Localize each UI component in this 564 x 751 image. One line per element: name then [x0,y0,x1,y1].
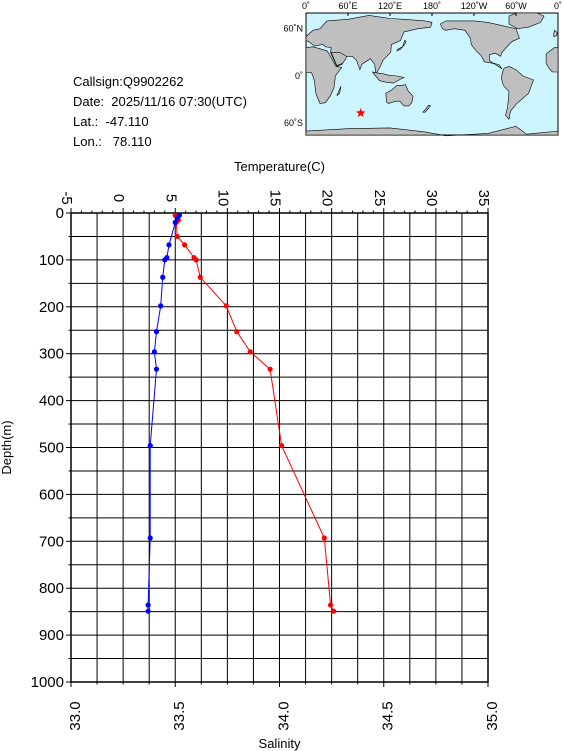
depth-tick-label: 1000 [31,674,64,691]
japan-landmass [396,40,407,52]
salinity-tick-label: 35.0 [484,701,501,730]
salinity-point [153,329,160,335]
south-america-landmass [500,66,534,120]
depth-tick-label: 0 [56,205,64,222]
map-top-label: 0˚ [554,1,562,11]
salinity-point [158,303,164,309]
temperature-tick-label: 30 [423,190,440,207]
chart-grid [71,213,488,682]
depth-tick-label: 400 [39,393,64,410]
arabia-landmass [330,52,347,67]
africa-landmass [305,46,343,104]
temperature-tick-label: 25 [371,190,388,207]
temperature-point [267,366,273,372]
depth-tick-label: 300 [39,346,64,363]
salinity-point [147,443,153,449]
salinity-point [153,366,160,372]
salinity-point [162,257,168,263]
salinity-point [151,349,157,355]
temperature-point [182,242,188,248]
world-map: 0˚ 60˚E 120˚E 180˚ 120˚W 60˚W 0˚ 60˚N 0˚ 60˚S [283,1,562,137]
salinity-axis-title: Salinity [259,736,301,751]
temperature-point [223,303,229,309]
temperature-tick-label: 0 [110,194,127,202]
depth-tick-label: 800 [39,580,64,597]
temperature-point [197,274,203,280]
depth-tick-label: 700 [39,533,64,550]
map-left-label: 60˚S [284,118,303,128]
temperature-point [234,329,240,335]
temperature-tick-label: 35 [475,190,492,207]
antarctica-landmass [305,125,559,137]
depth-tick-label: 900 [39,627,64,644]
temperature-axis-title: Temperature(C) [234,159,325,174]
latitude-text: Lat.: -47.110 [73,114,149,129]
temperature-tick-label: 5 [162,194,179,202]
australia-landmass [385,84,414,107]
temperature-point [174,233,180,240]
temperature-profile-line [174,214,335,612]
north-america-landmass [440,20,520,70]
indonesia-landmass [371,71,405,84]
longitude-text: Lon.: 78.110 [73,134,152,149]
depth-tick-label: 200 [39,299,64,316]
salinity-profile-line [147,214,180,612]
temperature-point [321,535,327,541]
map-top-label: 60˚W [505,1,527,11]
depth-tick-label: 500 [39,440,64,457]
star-icon [355,108,366,118]
africa-west-landmass [545,47,559,73]
temperature-tick-label: -5 [58,191,75,204]
salinity-point [147,535,153,541]
salinity-point [145,602,151,608]
temperature-point [278,443,285,449]
uk-landmass [553,29,558,37]
salinity-tick-label: 34.5 [380,701,397,730]
temperature-tick-label: 15 [267,190,284,207]
callsign-text: Callsign:Q9902262 [73,74,184,89]
map-left-label: 0˚ [295,71,303,81]
depth-tick-label: 600 [39,486,64,503]
salinity-tick-label: 33.5 [171,701,188,730]
salinity-point [172,219,178,225]
map-top-label: 0˚ [302,1,310,11]
temperature-tick-label: 20 [319,190,336,207]
temperature-point [327,602,334,608]
salinity-point [160,274,166,280]
madagascar-landmass [336,86,342,96]
map-top-label: 120˚W [461,1,488,11]
map-top-label: 60˚E [338,1,357,11]
depth-axis-title: Depth(m) [0,420,14,474]
chart-series [145,212,337,614]
greenland-landmass [508,12,545,30]
temperature-point [331,608,337,614]
temperature-point [193,257,199,263]
map-top-label: 180˚ [423,1,441,11]
new-zealand-landmass [422,104,432,113]
salinity-point [145,608,151,614]
temperature-tick-label: 10 [214,190,231,207]
date-text: Date: 2025/11/16 07:30(UTC) [73,94,247,109]
salinity-tick-label: 34.0 [275,701,292,730]
salinity-tick-label: 33.0 [67,701,84,730]
station-info: Callsign:Q9902262 Date: 2025/11/16 07:30… [73,72,247,152]
temperature-point [247,349,253,355]
salinity-point [166,242,172,248]
depth-tick-label: 100 [39,252,64,269]
map-top-label: 120˚E [378,1,402,11]
salinity-point [174,215,180,221]
map-left-label: 60˚N [283,24,303,34]
